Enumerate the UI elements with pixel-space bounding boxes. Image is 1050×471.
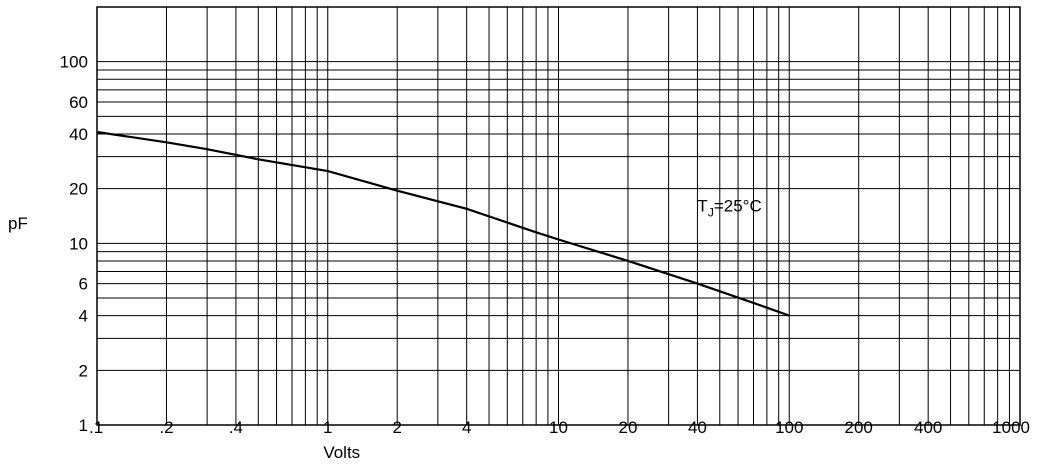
y-tick-label: 40 [69, 125, 88, 144]
y-axis-label: pF [8, 214, 28, 233]
plot-frame [96, 6, 1021, 426]
x-tick-label: 20 [619, 418, 638, 437]
junction-temp-annotation: TJ=25°C [697, 196, 761, 219]
x-tick-label: 2 [392, 418, 401, 437]
y-tick-label: 10 [69, 234, 88, 253]
x-tick-label: 10 [549, 418, 568, 437]
y-tick-label: 60 [69, 93, 88, 112]
y-tick-label: 6 [79, 275, 88, 294]
x-axis-label: Volts [323, 443, 360, 462]
x-tick-label: .2 [159, 418, 173, 437]
y-tick-label: 100 [60, 53, 88, 72]
y-tick-labels: 1 2 4 6 10 20 40 60 100 [60, 53, 88, 435]
x-tick-label: 40 [688, 418, 707, 437]
x-tick-label: 1 [323, 418, 332, 437]
x-tick-label: 100 [775, 418, 803, 437]
annotation-main: T [697, 196, 707, 215]
y-tick-label: 20 [69, 180, 88, 199]
capacitance-curve [96, 130, 790, 317]
annotation-subscript: J [708, 205, 714, 219]
x-tick-label: 400 [914, 418, 942, 437]
x-tick-label: 4 [462, 418, 471, 437]
chart-grid [97, 7, 1020, 425]
x-tick-label: .4 [229, 418, 243, 437]
y-tick-label: 2 [79, 361, 88, 380]
x-tick-label: .1 [89, 418, 103, 437]
x-tick-labels: .1 .2 .4 1 2 4 10 20 40 100 200 400 1000 [89, 418, 1030, 437]
y-tick-label: 1 [79, 416, 88, 435]
y-tick-label: 4 [79, 307, 88, 326]
x-tick-label: 200 [845, 418, 873, 437]
x-tick-label: 1000 [992, 418, 1030, 437]
annotation-rest: =25°C [714, 196, 762, 215]
